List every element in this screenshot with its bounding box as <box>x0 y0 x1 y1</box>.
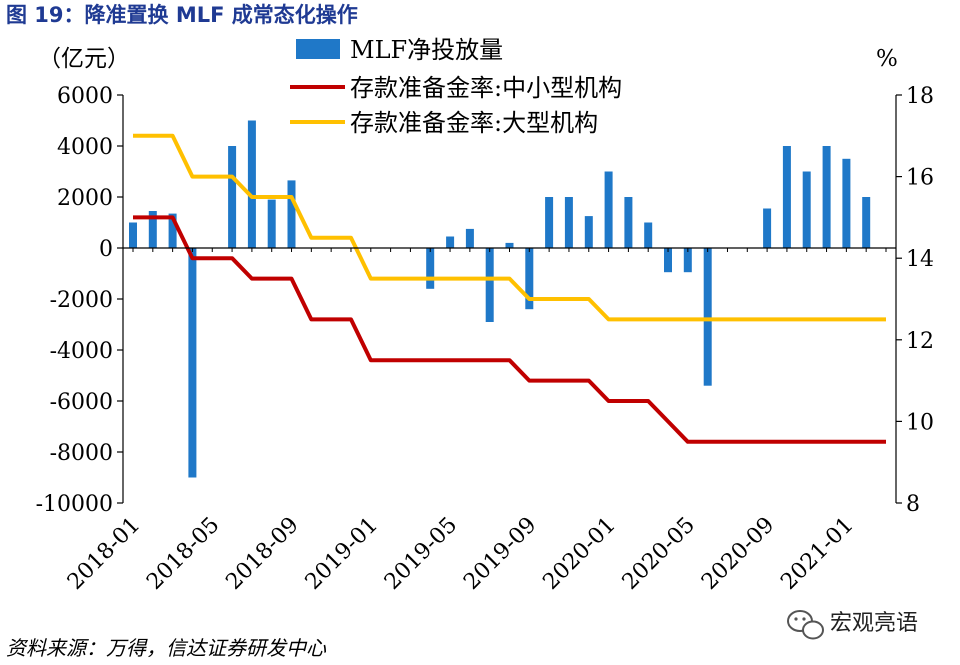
legend-label: 存款准备金率:中小型机构 <box>350 74 622 102</box>
legend-swatch-bar <box>296 39 340 59</box>
mlf-bar-2021-02 <box>862 197 871 248</box>
legend-label: 存款准备金率:大型机构 <box>350 109 598 137</box>
series-line-1 <box>133 215 886 444</box>
mlf-bar-2018-09 <box>287 180 296 248</box>
x-tick-label: 2018-05 <box>142 513 224 595</box>
mlf-bar-2020-06 <box>703 248 712 386</box>
left-tick-label: -8000 <box>50 441 113 466</box>
left-tick-label: 2000 <box>57 186 113 211</box>
x-tick-label: 2019-05 <box>380 513 462 595</box>
mlf-bar-2019-10 <box>545 197 554 248</box>
mlf-bar-2020-03 <box>644 222 653 248</box>
figure-title: 图 19：降准置换 MLF 成常态化操作 <box>6 3 358 27</box>
mlf-bar-2021-01 <box>842 158 851 249</box>
x-tick-label: 2020-05 <box>618 513 700 595</box>
mlf-bar-2019-05 <box>446 236 455 248</box>
left-tick-label: -4000 <box>50 339 113 364</box>
mlf-bar-2019-08 <box>505 242 514 248</box>
mlf-bar-2019-06 <box>465 228 474 248</box>
mlf-bar-2019-11 <box>564 197 573 248</box>
mlf-bar-2019-04 <box>426 248 435 289</box>
left-tick-label: -10000 <box>36 492 113 517</box>
x-tick-label: 2019-01 <box>301 513 383 595</box>
mlf-bar-2018-07 <box>247 120 256 248</box>
source-note: 资料来源：万得，信达证券研发中心 <box>6 636 327 660</box>
axes: 6000 4000 2000 0 -2000 -4000 -6000 -8000 -10000 1… <box>36 84 934 595</box>
mlf-bar-2018-01 <box>129 222 137 248</box>
right-tick-label: 14 <box>906 247 934 272</box>
wechat-icon <box>787 610 824 640</box>
mlf-bar-2020-02 <box>624 197 633 248</box>
mlf-bar-2019-12 <box>584 216 593 248</box>
x-tick-label: 2020-09 <box>697 513 779 595</box>
x-tick-label: 2018-01 <box>63 513 145 595</box>
left-tick-label: 4000 <box>57 135 113 160</box>
mlf-bar-2018-04 <box>188 248 197 478</box>
series-line-2 <box>133 133 886 322</box>
right-tick-label: 10 <box>906 410 934 435</box>
mlf-bar-2020-10 <box>782 146 791 248</box>
x-tick-label: 2018-09 <box>221 513 303 595</box>
mlf-bar-2020-04 <box>664 248 672 273</box>
x-tick-label: 2020-01 <box>538 513 620 595</box>
right-tick-label: 8 <box>906 492 920 517</box>
left-axis-unit: （亿元） <box>38 46 130 72</box>
left-tick-label: -2000 <box>50 288 113 313</box>
legend-label: MLF净投放量 <box>350 36 503 64</box>
mlf-bar-2020-05 <box>683 248 692 273</box>
plot-area <box>129 120 886 478</box>
left-tick-label: 6000 <box>57 84 113 109</box>
watermark: 宏观亮语 <box>787 610 918 640</box>
x-tick-label: 2019-09 <box>459 513 541 595</box>
right-axis-unit: % <box>876 46 898 72</box>
mlf-bar-2020-12 <box>822 146 831 248</box>
left-tick-label: 0 <box>99 237 113 262</box>
mlf-bar-2020-09 <box>763 208 772 248</box>
watermark-text: 宏观亮语 <box>830 611 918 636</box>
x-tick-label: 2021-01 <box>776 513 858 595</box>
right-tick-label: 12 <box>906 329 934 354</box>
mlf-bar-2020-01 <box>604 171 613 248</box>
mlf-bar-2019-09 <box>525 248 534 310</box>
right-tick-label: 16 <box>906 166 934 191</box>
right-tick-label: 18 <box>906 84 934 109</box>
mlf-bar-2018-03 <box>168 213 177 248</box>
mlf-bar-2019-07 <box>485 248 494 322</box>
mlf-bar-2018-02 <box>148 211 157 248</box>
mlf-bar-2018-08 <box>267 199 276 248</box>
left-tick-label: -6000 <box>50 390 113 415</box>
mlf-bar-2018-06 <box>228 146 237 248</box>
mlf-bar-2020-11 <box>802 171 811 248</box>
